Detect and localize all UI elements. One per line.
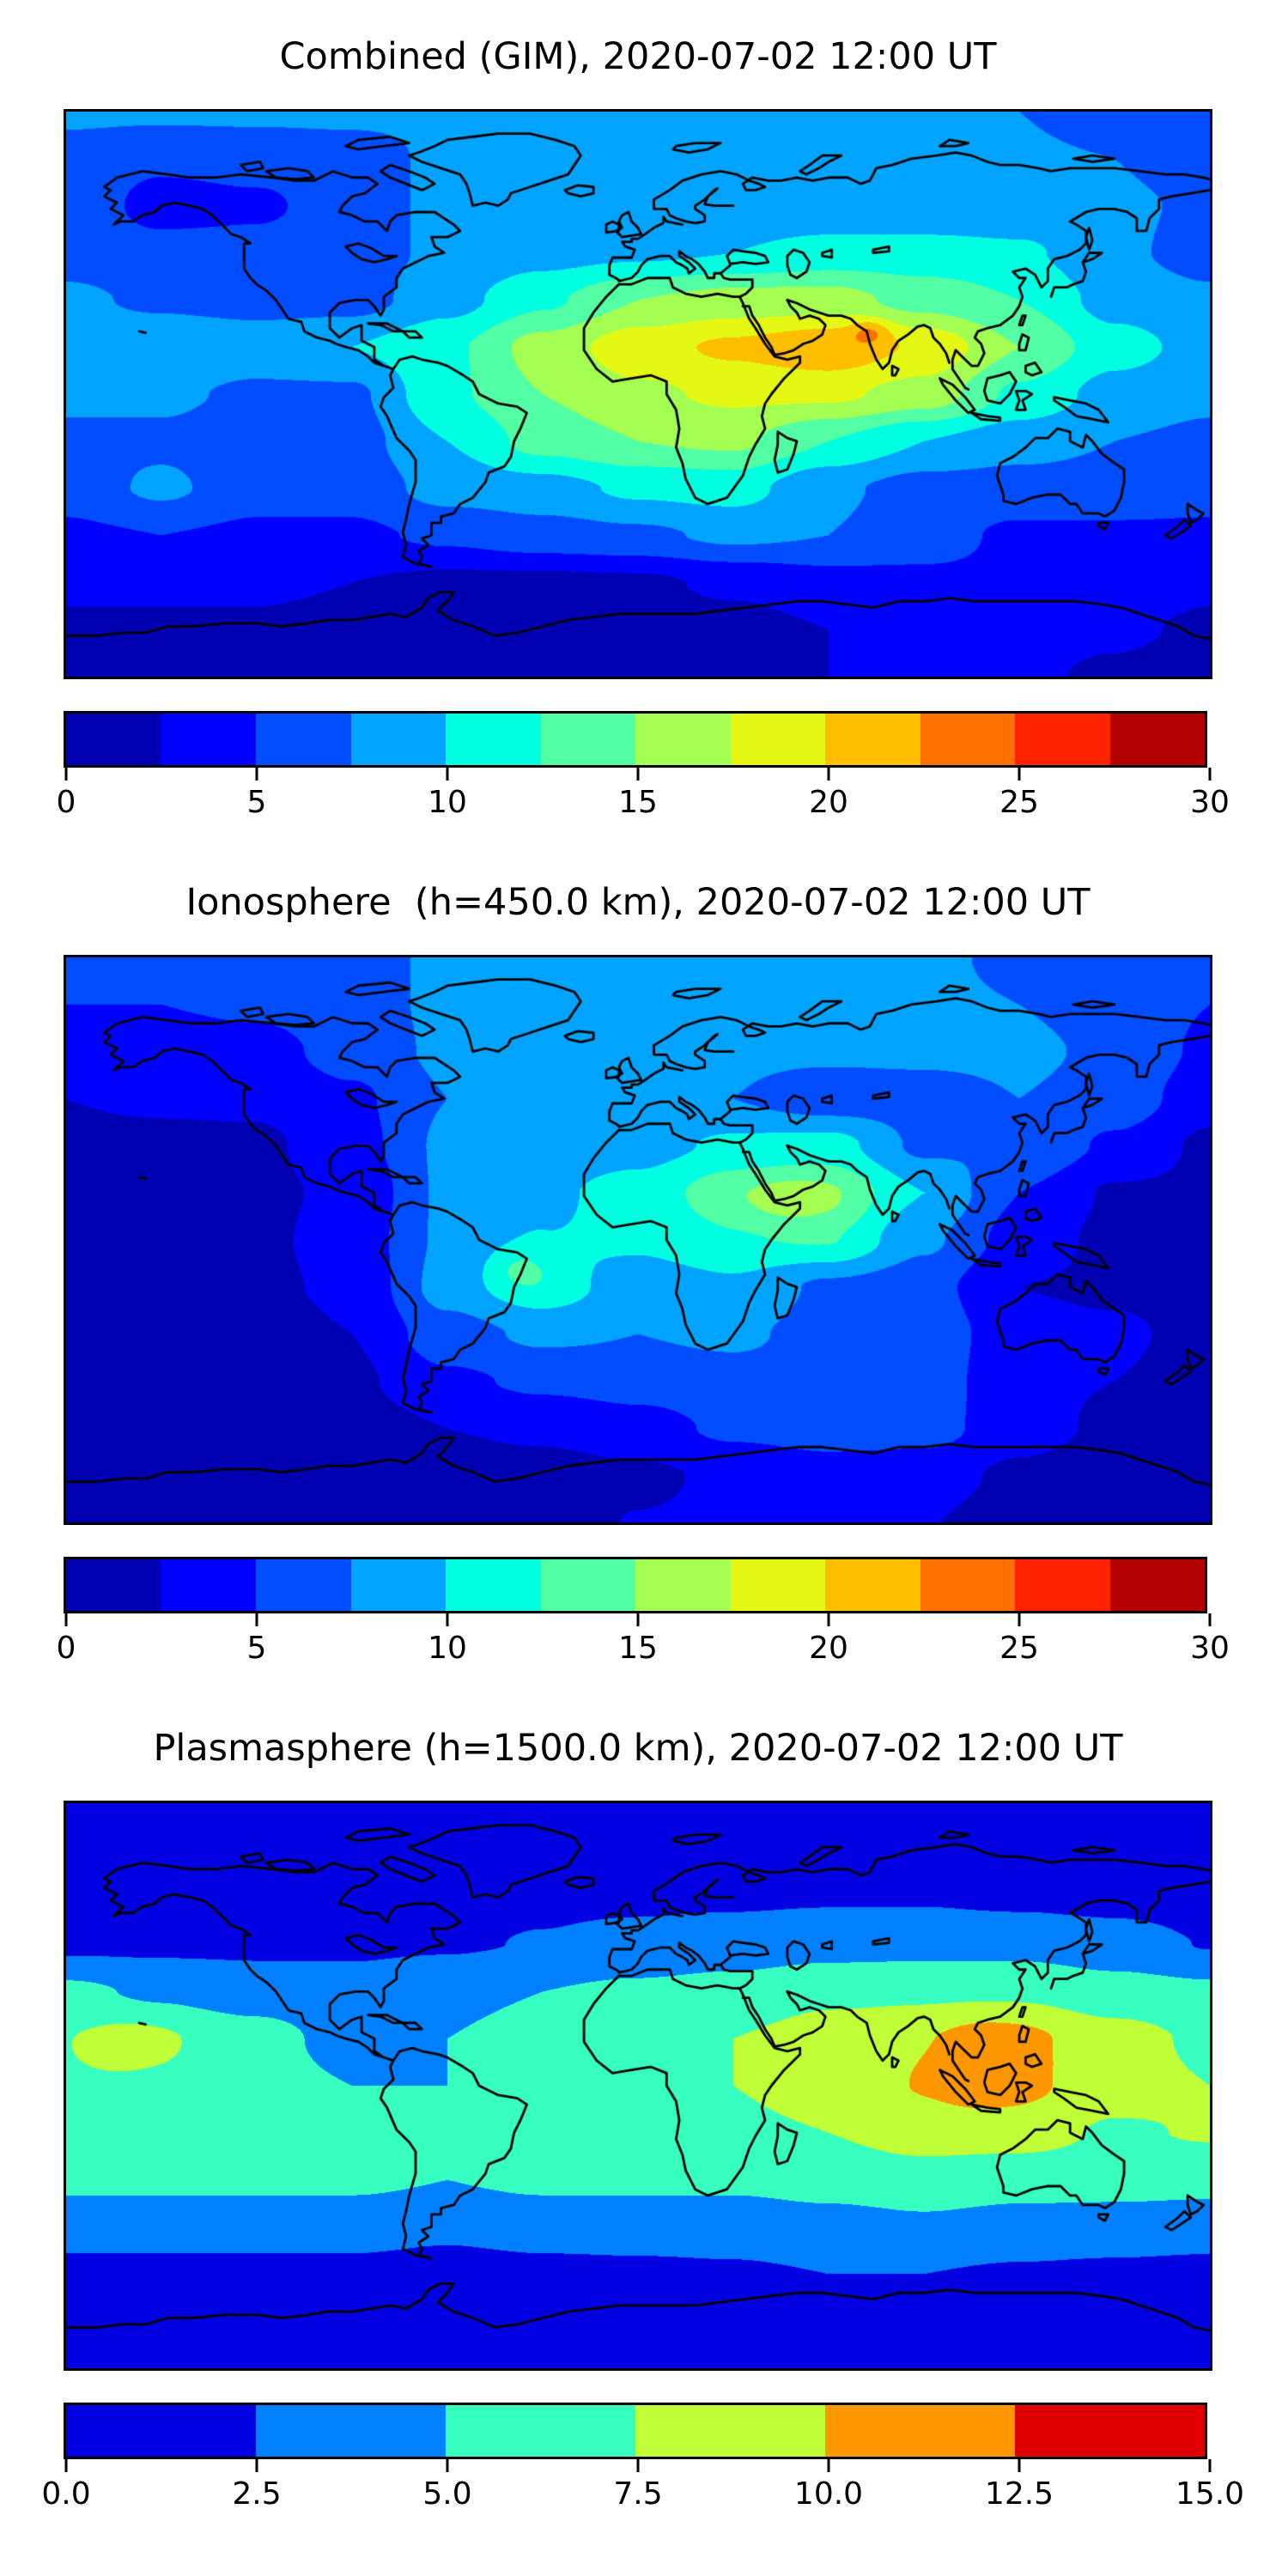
panel-title-plasmasphere: Plasmasphere (h=1500.0 km), 2020-07-02 1… — [153, 1727, 1123, 1770]
colorbar-swatch — [825, 2405, 1015, 2457]
colorbar-tick-mark — [1018, 2459, 1021, 2472]
colorbar-tick-mark — [827, 1613, 830, 1626]
colorbar-tick-mark — [1208, 768, 1212, 781]
colorbar-tick-mark — [446, 768, 449, 781]
colorbar-tick-mark — [636, 1613, 640, 1626]
colorbar-labels-ionosphere: 0 5 10 15 20 25 30 — [57, 1631, 1230, 1670]
colorbar-tick-mark — [64, 1613, 68, 1626]
colorbar-swatch — [730, 1559, 825, 1611]
colorbar-tick-mark — [1208, 2459, 1212, 2472]
colorbar-tick-label: 0.0 — [41, 2476, 91, 2512]
colorbar-tick-mark — [1018, 1613, 1021, 1626]
panel-combined: Combined (GIM), 2020-07-02 12:00 UT 0 5 10… — [0, 34, 1288, 880]
panel-title-ionosphere: Ionosphere (h=450.0 km), 2020-07-02 12:0… — [185, 881, 1091, 924]
colorbar-tick-label: 5.0 — [422, 2476, 472, 2512]
map-ionosphere — [64, 955, 1212, 1525]
colorbar-swatch — [1015, 1559, 1110, 1611]
colorbar-swatch — [256, 714, 351, 765]
colorbar-swatch — [540, 1559, 635, 1611]
colorbar-tick-mark — [255, 2459, 258, 2472]
colorbar-tick-label: 5 — [246, 1631, 267, 1666]
colorbar-swatch — [256, 1559, 351, 1611]
map-plasmasphere — [64, 1801, 1212, 2371]
colorbar-tick-mark — [827, 768, 830, 781]
colorbar-swatch — [66, 714, 161, 765]
colorbar-ticks-combined — [64, 768, 1212, 781]
colorbar-labels-combined: 0 5 10 15 20 25 30 — [57, 785, 1230, 824]
colorbar-swatch — [1109, 714, 1205, 765]
colorbar-swatch — [1015, 2405, 1205, 2457]
colorbar-swatch — [635, 714, 731, 765]
colorbar-tick-mark — [64, 768, 68, 781]
panel-title-combined: Combined (GIM), 2020-07-02 12:00 UT — [279, 35, 997, 78]
map-canvas-plasmasphere — [64, 1801, 1212, 2371]
colorbar-swatch — [446, 2405, 635, 2457]
colorbar-swatch — [350, 1559, 446, 1611]
map-combined — [64, 109, 1212, 679]
colorbar-tick-label: 30 — [1190, 1631, 1230, 1666]
colorbar-tick-label: 12.5 — [984, 2476, 1054, 2512]
colorbar-swatch — [635, 1559, 731, 1611]
colorbar-ticks-plasmasphere — [64, 2459, 1212, 2473]
colorbar-tick-label: 25 — [999, 1631, 1039, 1666]
colorbar-tick-label: 20 — [809, 1631, 848, 1666]
colorbar-swatch — [161, 1559, 256, 1611]
colorbar-tick-mark — [255, 768, 258, 781]
colorbar-tick-mark — [446, 2459, 449, 2472]
colorbar-tick-mark — [1208, 1613, 1212, 1626]
colorbar-tick-mark — [636, 768, 640, 781]
colorbar-swatch — [1109, 1559, 1205, 1611]
colorbar-swatch — [540, 714, 635, 765]
colorbar-tick-label: 30 — [1190, 785, 1230, 820]
colorbar-tick-mark — [64, 2459, 68, 2472]
colorbar-swatch — [161, 714, 256, 765]
colorbar-swatch — [920, 1559, 1015, 1611]
colorbar-swatch — [350, 714, 446, 765]
colorbar-swatch — [66, 1559, 161, 1611]
map-canvas-ionosphere — [64, 955, 1212, 1525]
colorbar-tick-mark — [1018, 768, 1021, 781]
colorbar-tick-label: 15 — [618, 785, 658, 820]
colorbar-tick-label: 0 — [56, 1631, 76, 1666]
colorbar-tick-mark — [636, 2459, 640, 2472]
colorbar-tick-label: 25 — [999, 785, 1039, 820]
panel-plasmasphere: Plasmasphere (h=1500.0 km), 2020-07-02 1… — [0, 1726, 1288, 2572]
colorbar-swatch — [1015, 714, 1110, 765]
colorbar-labels-plasmasphere: 0.0 2.5 5.0 7.5 10.0 12.5 15.0 — [41, 2476, 1244, 2516]
colorbar-tick-mark — [446, 1613, 449, 1626]
colorbar-tick-label: 10.0 — [793, 2476, 864, 2512]
colorbar-swatch — [635, 2405, 825, 2457]
colorbar-ticks-ionosphere — [64, 1613, 1212, 1627]
colorbar-tick-mark — [255, 1613, 258, 1626]
colorbar-tick-label: 2.5 — [232, 2476, 282, 2512]
colorbar-tick-label: 15 — [618, 1631, 658, 1666]
colorbar-tick-label: 20 — [809, 785, 848, 820]
map-canvas-combined — [64, 109, 1212, 679]
colorbar-tick-mark — [827, 2459, 830, 2472]
colorbar-tick-label: 7.5 — [613, 2476, 663, 2512]
colorbar-swatch — [825, 714, 920, 765]
colorbar-tick-label: 15.0 — [1175, 2476, 1245, 2512]
colorbar-swatch — [446, 714, 541, 765]
colorbar-tick-label: 10 — [428, 1631, 467, 1666]
colorbar-tick-label: 10 — [428, 785, 467, 820]
colorbar-swatch — [256, 2405, 446, 2457]
colorbar-ionosphere — [64, 1557, 1207, 1613]
colorbar-combined — [64, 711, 1207, 768]
colorbar-swatch — [730, 714, 825, 765]
colorbar-swatch — [920, 714, 1015, 765]
colorbar-plasmasphere — [64, 2403, 1207, 2459]
colorbar-swatch — [446, 1559, 541, 1611]
colorbar-tick-label: 5 — [246, 785, 267, 820]
panel-ionosphere: Ionosphere (h=450.0 km), 2020-07-02 12:0… — [0, 880, 1288, 1726]
colorbar-tick-label: 0 — [56, 785, 76, 820]
colorbar-swatch — [825, 1559, 920, 1611]
colorbar-swatch — [66, 2405, 256, 2457]
